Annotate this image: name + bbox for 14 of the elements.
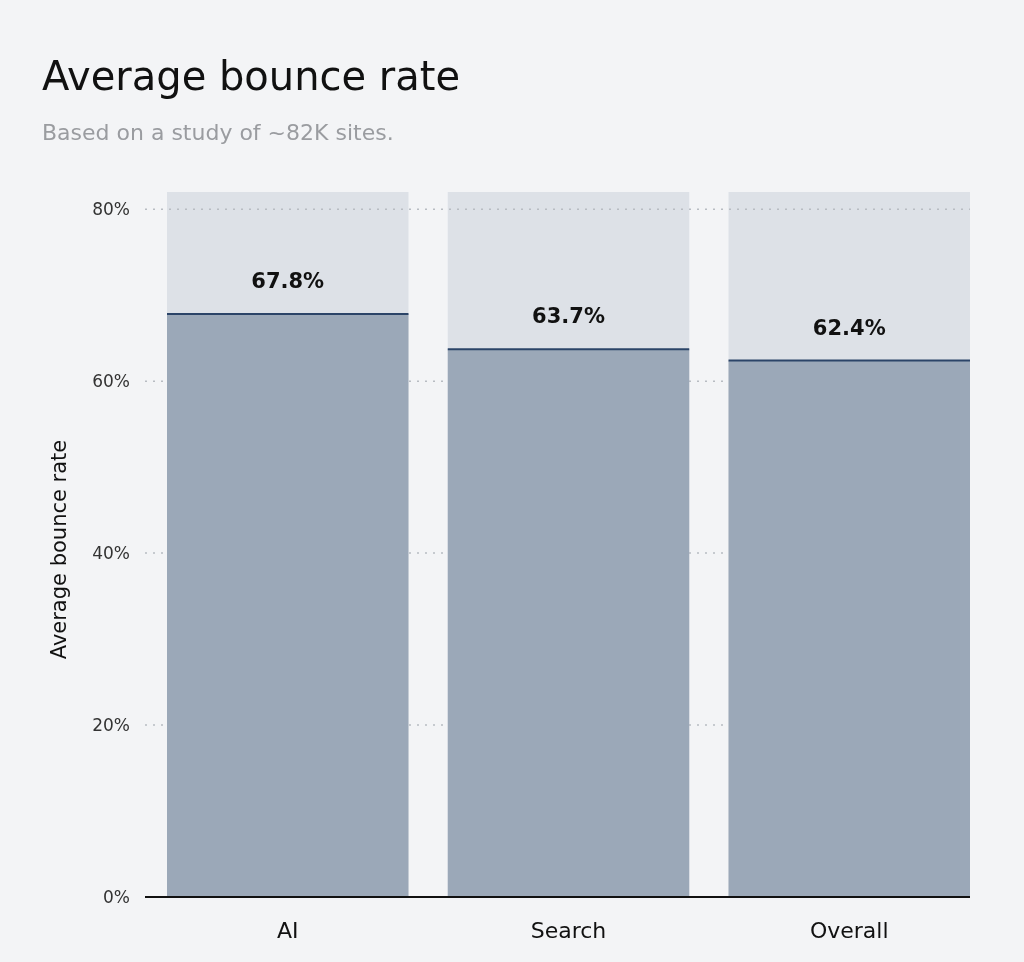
data-label: 67.8% xyxy=(251,269,325,294)
x-tick-label: Search xyxy=(530,917,607,943)
y-tick-label: 60% xyxy=(92,371,130,392)
data-label: 63.7% xyxy=(532,304,605,329)
y-tick-label: 40% xyxy=(92,543,130,564)
data-label: 62.4% xyxy=(812,315,886,340)
y-tick-label: 80% xyxy=(92,199,130,220)
chart-subtitle: Based on a study of ~82K sites. xyxy=(42,120,394,145)
y-axis-title: Average bounce rate xyxy=(47,439,71,660)
chart-title: Average bounce rate xyxy=(42,53,461,99)
x-tick-label: AI xyxy=(276,917,299,943)
x-tick-label: Overall xyxy=(809,917,889,943)
y-tick-label: 20% xyxy=(92,715,130,735)
y-tick-label: 0% xyxy=(103,886,130,907)
